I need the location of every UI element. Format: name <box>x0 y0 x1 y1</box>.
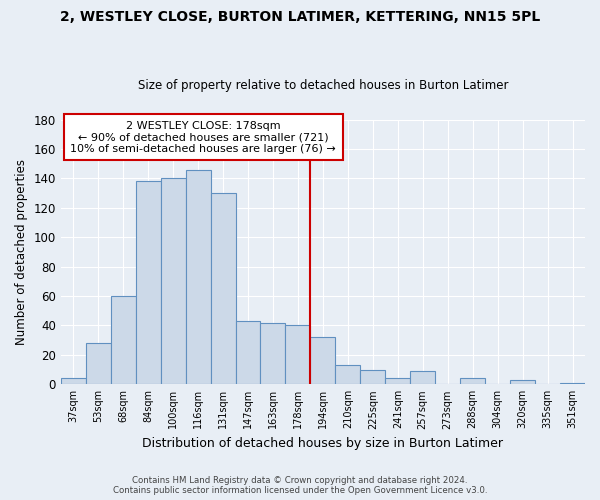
Bar <box>385 378 410 384</box>
Bar <box>111 296 136 384</box>
Bar <box>560 383 585 384</box>
Bar <box>286 326 310 384</box>
Title: Size of property relative to detached houses in Burton Latimer: Size of property relative to detached ho… <box>137 79 508 92</box>
Text: 2 WESTLEY CLOSE: 178sqm
← 90% of detached houses are smaller (721)
10% of semi-d: 2 WESTLEY CLOSE: 178sqm ← 90% of detache… <box>70 120 336 154</box>
Bar <box>260 322 286 384</box>
Bar <box>335 365 361 384</box>
X-axis label: Distribution of detached houses by size in Burton Latimer: Distribution of detached houses by size … <box>142 437 503 450</box>
Text: 2, WESTLEY CLOSE, BURTON LATIMER, KETTERING, NN15 5PL: 2, WESTLEY CLOSE, BURTON LATIMER, KETTER… <box>60 10 540 24</box>
Bar <box>211 193 236 384</box>
Y-axis label: Number of detached properties: Number of detached properties <box>15 159 28 345</box>
Bar <box>185 170 211 384</box>
Text: Contains HM Land Registry data © Crown copyright and database right 2024.
Contai: Contains HM Land Registry data © Crown c… <box>113 476 487 495</box>
Bar <box>310 337 335 384</box>
Bar <box>510 380 535 384</box>
Bar <box>136 182 161 384</box>
Bar <box>161 178 185 384</box>
Bar <box>410 371 435 384</box>
Bar <box>236 321 260 384</box>
Bar <box>61 378 86 384</box>
Bar <box>86 343 111 384</box>
Bar <box>460 378 485 384</box>
Bar <box>361 370 385 384</box>
